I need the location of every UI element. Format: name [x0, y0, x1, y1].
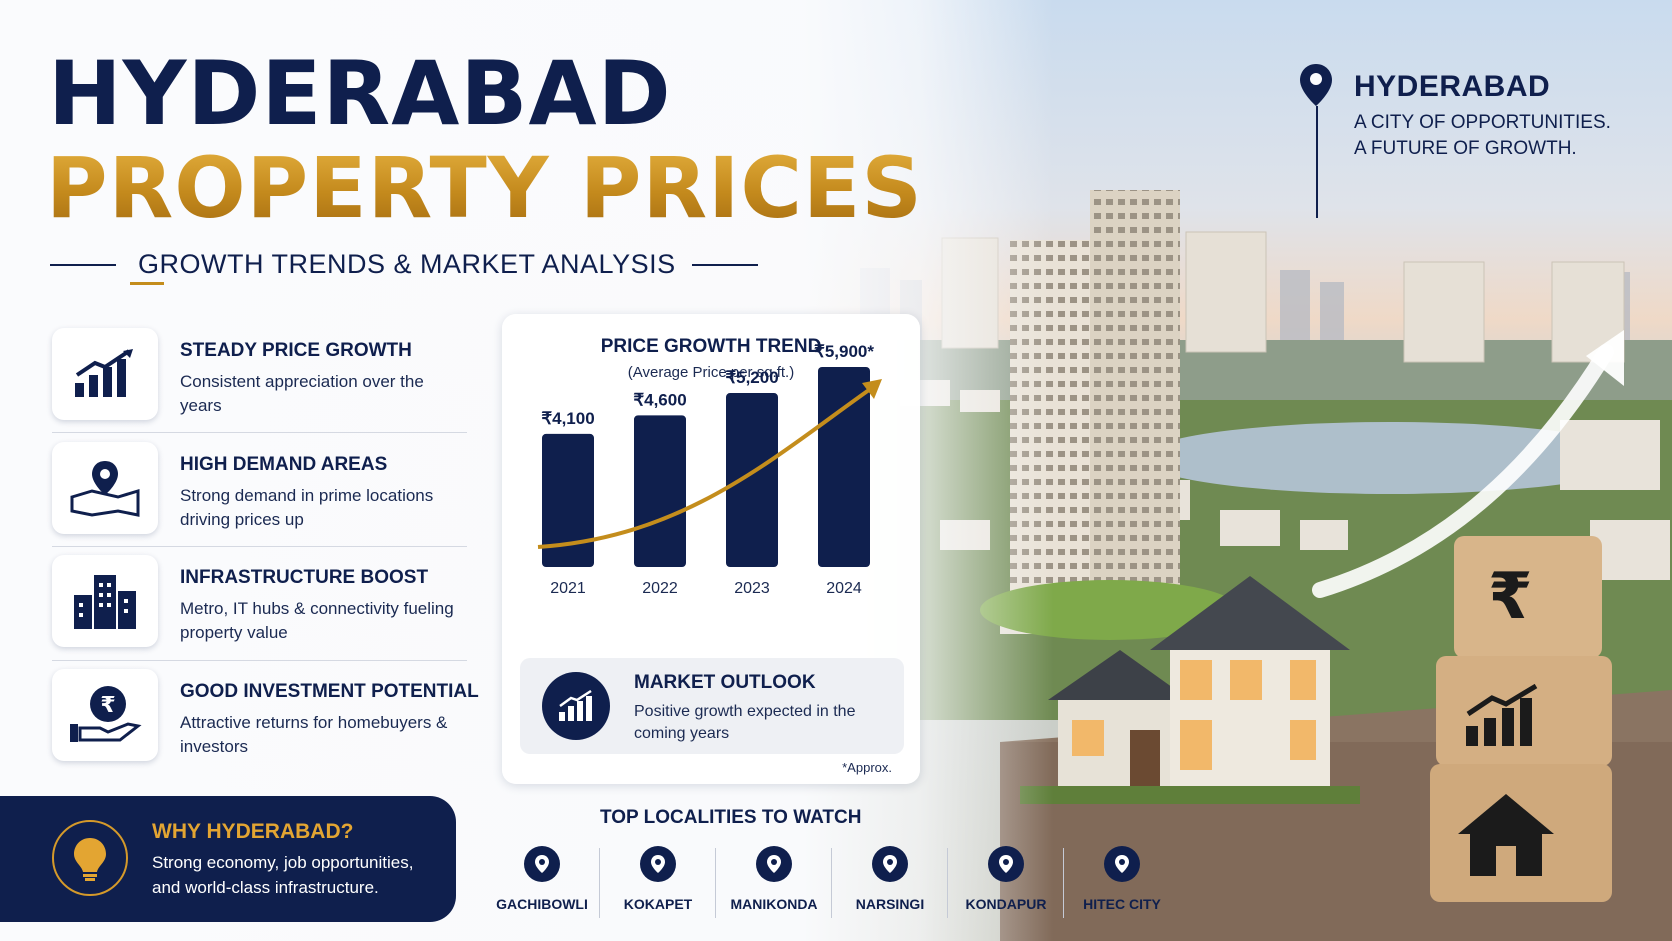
feature-icon-box	[52, 442, 158, 534]
tagline-line2: A FUTURE OF GROWTH.	[1354, 138, 1577, 159]
locality-pin-icon	[640, 846, 676, 882]
feature-investment: ₹ GOOD INVESTMENT POTENTIAL Attractive r…	[52, 669, 479, 761]
feature-desc: Metro, IT hubs & connectivity fueling pr…	[180, 599, 454, 642]
outlook-desc: Positive growth expected in the coming y…	[634, 703, 856, 742]
svg-text:₹: ₹	[100, 693, 115, 718]
locality-separator	[1063, 848, 1064, 918]
chart-title: PRICE GROWTH TREND	[600, 336, 822, 357]
tagline-rule	[1316, 106, 1318, 218]
why-title: WHY HYDERABAD?	[152, 820, 354, 843]
locality-separator	[599, 848, 600, 918]
rupee-hand-icon: ₹	[70, 686, 142, 742]
feature-divider	[52, 660, 467, 661]
bulb-icon-ring	[52, 820, 128, 896]
chart-trend-arrowhead	[862, 379, 882, 399]
chart-bar-2022	[634, 415, 686, 567]
chart-bar-2021	[542, 433, 594, 567]
locality-pin-icon	[872, 846, 908, 882]
tagline-line1: A CITY OF OPPORTUNITIES.	[1354, 112, 1611, 133]
chart-x-tick-label: 2022	[642, 580, 678, 597]
subtitle-accent	[130, 282, 164, 285]
feature-title: HIGH DEMAND AREAS	[180, 454, 388, 475]
feature-divider	[52, 546, 467, 547]
outlook-icon-circle	[542, 672, 610, 740]
locality-item: GACHIBOWLI	[484, 846, 600, 922]
why-desc: Strong economy, job opportunities, and w…	[152, 853, 414, 897]
approx-note: *Approx.	[842, 760, 892, 775]
map-pin-icon	[70, 461, 140, 517]
locality-item: KOKAPET	[600, 846, 716, 922]
locality-item: KONDAPUR	[948, 846, 1064, 922]
chart-value-label: ₹5,200	[725, 368, 778, 387]
feature-icon-box	[52, 328, 158, 420]
feature-infrastructure: INFRASTRUCTURE BOOST Metro, IT hubs & co…	[52, 555, 467, 647]
price-chart-card: PRICE GROWTH TREND (Average Price per sq…	[502, 314, 920, 784]
buildings-icon	[74, 575, 136, 629]
locality-name: KONDAPUR	[965, 896, 1047, 912]
chart-x-tick-label: 2023	[734, 580, 770, 597]
chart-value-label: ₹4,100	[541, 409, 594, 428]
locality-pin-icon	[756, 846, 792, 882]
feature-icon-box	[52, 555, 158, 647]
price-bar-chart: ₹4,100 2021 ₹4,600 2022 ₹5,200 2023 ₹5,900* 202…	[537, 342, 882, 597]
chart-value-label: ₹5,900*	[814, 342, 874, 361]
locality-separator	[715, 848, 716, 918]
feature-high-demand: HIGH DEMAND AREAS Strong demand in prime…	[52, 442, 467, 534]
page-title-line2: PROPERTY PRICES	[46, 139, 923, 237]
localities-title: TOP LOCALITIES TO WATCH	[600, 807, 862, 828]
feature-title: INFRASTRUCTURE BOOST	[180, 567, 429, 588]
lightbulb-icon	[74, 838, 106, 881]
market-outlook-box: MARKET OUTLOOK Positive growth expected …	[520, 658, 904, 754]
locality-pin-icon	[988, 846, 1024, 882]
feature-desc: Consistent appreciation over the years	[180, 372, 424, 415]
feature-title: GOOD INVESTMENT POTENTIAL	[180, 681, 479, 702]
locality-name: HITEC CITY	[1083, 896, 1161, 912]
feature-desc: Strong demand in prime locations driving…	[180, 486, 434, 529]
feature-desc: Attractive returns for homebuyers & inve…	[180, 713, 448, 756]
chart-bar-2023	[726, 393, 778, 567]
feature-divider	[52, 432, 467, 433]
localities-row: GACHIBOWLI KOKAPET MANIKONDA NARSINGI KONDAP…	[484, 846, 1184, 922]
locality-name: MANIKONDA	[730, 896, 818, 912]
locality-pin-icon	[1104, 846, 1140, 882]
subtitle-rule-right	[692, 264, 758, 266]
locality-item: MANIKONDA	[716, 846, 832, 922]
subtitle-rule-left	[50, 264, 116, 266]
chart-trend-line	[537, 383, 878, 549]
locality-separator	[831, 848, 832, 918]
chart-x-tick-label: 2024	[826, 580, 862, 597]
feature-title: STEADY PRICE GROWTH	[180, 340, 412, 361]
locality-pin-icon	[524, 846, 560, 882]
chart-value-label: ₹4,600	[633, 390, 686, 409]
locality-separator	[947, 848, 948, 918]
growth-chart-icon	[559, 690, 592, 721]
locality-name: GACHIBOWLI	[496, 896, 588, 912]
growth-chart-icon	[75, 349, 133, 397]
subtitle-row: GROWTH TRENDS & MARKET ANALYSIS	[50, 245, 810, 285]
why-hyderabad-panel: WHY HYDERABAD? Strong economy, job oppor…	[0, 796, 456, 922]
feature-icon-box: ₹	[52, 669, 158, 761]
outlook-title: MARKET OUTLOOK	[634, 672, 816, 693]
locality-item: HITEC CITY	[1064, 846, 1180, 922]
location-pin-icon	[1300, 64, 1332, 106]
locality-name: KOKAPET	[623, 896, 693, 912]
page-title-line1: HYDERABAD	[48, 42, 672, 145]
chart-x-tick-label: 2021	[550, 580, 586, 597]
chart-subtitle: (Average Price per sq.ft.)	[627, 364, 795, 381]
page-subtitle: GROWTH TRENDS & MARKET ANALYSIS	[138, 249, 676, 279]
feature-steady-growth: STEADY PRICE GROWTH Consistent appreciat…	[52, 328, 467, 420]
tagline-city: HYDERABAD	[1354, 70, 1551, 103]
locality-name: NARSINGI	[855, 896, 925, 912]
locality-item: NARSINGI	[832, 846, 948, 922]
